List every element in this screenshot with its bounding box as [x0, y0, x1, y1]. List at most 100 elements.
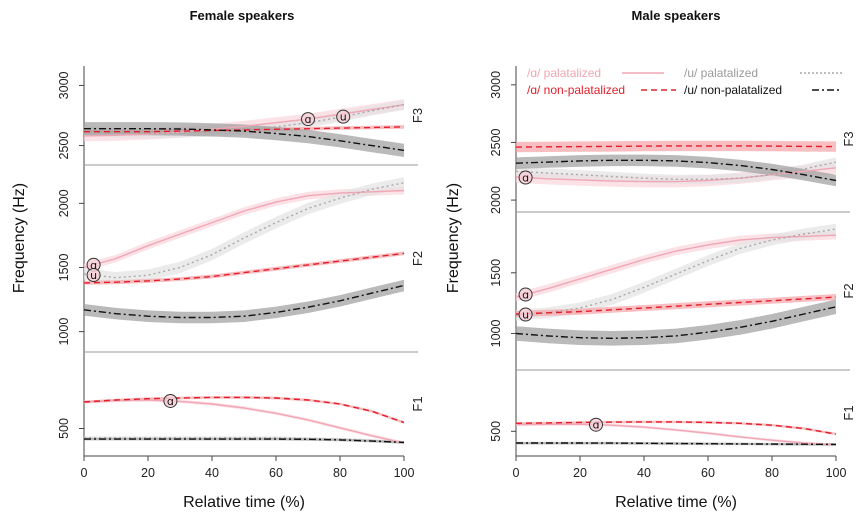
male-speakers-chart: Male speakers Frequency (Hz) Relative ti…	[445, 8, 856, 511]
male-marker-symbol: u	[522, 309, 529, 322]
legend-label-a-nonpal: /ɑ/ non-palatalized	[527, 83, 625, 97]
female-f2-line-a-nonpal	[83, 252, 405, 284]
male-y-tick-label: 3000	[489, 71, 503, 99]
female-marker-circle	[301, 112, 315, 127]
male-marker-circle	[518, 287, 533, 302]
male-panel-f2: 1000 1500 F2 ɑu	[489, 211, 856, 348]
female-panel-f1: 500 F1 ɑ	[57, 351, 425, 445]
male-plot-area: 0 20 40 60 80 100200025003000F3ɑ10001500F2ɑu5…	[489, 66, 856, 480]
male-x-tick-label: 0	[513, 466, 520, 480]
male-marker-circle	[518, 170, 533, 185]
male-panel-f3: 2000 2500 3000 F3 ɑ	[489, 71, 856, 214]
female-f1-line-u-pal	[84, 437, 405, 444]
male-marker-circle	[518, 307, 533, 322]
male-x-tick-label: 100	[826, 466, 847, 480]
female-marker-symbol: ɑ	[90, 259, 97, 272]
female-marker-symbol: u	[340, 111, 347, 124]
male-x-tick-label: 20	[573, 466, 587, 480]
male-marker-circle	[589, 417, 603, 432]
female-y-axis-label: Frequency (Hz)	[11, 183, 28, 293]
male-y-axis-label: Frequency (Hz)	[445, 183, 462, 293]
female-f2-band-a-nonpal	[84, 251, 404, 285]
male-f1-line-a-pal	[515, 423, 837, 446]
female-speakers-chart: Female speakers Frequency (Hz) Relative …	[11, 8, 425, 511]
male-marker-symbol: ɑ	[593, 419, 600, 432]
female-f1-line-a-nonpal	[83, 396, 405, 424]
female-f2-band-u-pal	[84, 177, 404, 284]
female-f3-line-a-nonpal	[84, 126, 405, 133]
female-y-tick-label: 1500	[57, 254, 71, 282]
female-f2-band-a-pal	[84, 186, 404, 272]
male-f2-line-u-nonpal	[515, 306, 837, 340]
female-f3-line-u-nonpal	[84, 127, 405, 152]
male-marker-symbol: ɑ	[522, 172, 529, 185]
male-f3-band-u-nonpal	[516, 154, 836, 187]
male-y-tick-label: 500	[489, 421, 503, 442]
male-formant-label-f2: F2	[841, 283, 856, 298]
female-x-tick-label: 60	[269, 466, 283, 480]
female-x-tick-label: 80	[333, 466, 347, 480]
female-marker-circle	[163, 393, 178, 408]
female-marker-symbol: ɑ	[305, 113, 312, 126]
female-panel-f3: 2500 3000 F3 ɑ u	[57, 71, 425, 159]
female-x-tick-label: 100	[394, 466, 415, 480]
female-y-tick-label: 2000	[57, 189, 71, 217]
male-marker-symbol: ɑ	[522, 289, 529, 302]
female-x-axis-label: Relative time (%)	[183, 494, 305, 511]
male-formant-label-f1: F1	[841, 405, 856, 420]
male-f3-line-u-pal	[515, 161, 837, 180]
male-x-tick-label: 40	[637, 466, 651, 480]
female-y-tick-label: 2500	[57, 132, 71, 160]
male-f1-line-u-nonpal	[516, 442, 837, 446]
female-formant-label-f1: F1	[410, 396, 425, 411]
male-f2-band-u-pal	[516, 223, 836, 321]
female-marker-symbol: ɑ	[167, 395, 174, 408]
male-x-tick-label: 60	[701, 466, 715, 480]
male-chart-title: Male speakers	[632, 8, 721, 23]
female-formant-label-f3: F3	[410, 108, 425, 123]
female-y-tick-label: 500	[57, 418, 71, 439]
female-f1-line-u-nonpal	[84, 438, 405, 444]
female-chart-title: Female speakers	[190, 8, 295, 23]
female-f1-band-a-nonpal	[84, 396, 404, 424]
male-f1-band-a-nonpal	[516, 420, 836, 436]
female-f1-line-a-pal	[83, 399, 405, 444]
female-marker-symbol: u	[90, 269, 97, 282]
legend-label-u-nonpal: /u/ non-palatalized	[684, 83, 782, 97]
male-f3-line-a-nonpal	[515, 145, 837, 148]
female-marker-circle	[336, 109, 351, 124]
female-marker-circle	[86, 268, 101, 283]
female-f2-line-a-pal	[83, 189, 405, 269]
legend: /ɑ/ palatalized /u/ palatalized /ɑ/ non-…	[527, 66, 842, 97]
female-y-tick-label: 3000	[57, 71, 71, 99]
male-f2-line-u-pal	[515, 228, 837, 316]
female-panel-f2: 1000 1500 2000 F2 ɑu	[57, 164, 425, 346]
male-panel-f1: 500 F1 ɑ	[489, 369, 856, 447]
male-f2-line-a-pal	[515, 234, 837, 298]
female-f2-band-u-nonpal	[84, 279, 404, 324]
female-f2-line-u-nonpal	[83, 284, 405, 319]
male-y-tick-label: 2500	[489, 129, 503, 157]
legend-label-u-pal: /u/ palatalized	[684, 66, 758, 80]
male-x-tick-label: 80	[765, 466, 779, 480]
male-f2-line-a-nonpal	[515, 296, 837, 315]
male-f1-line-a-nonpal	[515, 421, 837, 435]
male-x-axis-label: Relative time (%)	[615, 494, 737, 511]
female-x-tick-label: 20	[141, 466, 155, 480]
male-y-tick-label: 1500	[489, 259, 503, 287]
female-formant-label-f2: F2	[410, 251, 425, 266]
male-y-tick-label: 2000	[489, 186, 503, 214]
female-y-tick-label: 1000	[57, 318, 71, 346]
male-y-tick-label: 1000	[489, 320, 503, 348]
male-f3-line-a-pal	[515, 167, 837, 183]
male-f3-line-u-nonpal	[515, 159, 837, 182]
legend-label-a-pal: /ɑ/ palatalized	[527, 66, 601, 80]
female-f3-line-a-pal	[83, 104, 405, 137]
female-x-tick-label: 40	[205, 466, 219, 480]
female-x-tick-label: 0	[81, 466, 88, 480]
male-formant-label-f3: F3	[841, 131, 856, 146]
male-f3-band-u-pal	[516, 157, 836, 184]
male-f2-band-u-nonpal	[516, 299, 836, 346]
